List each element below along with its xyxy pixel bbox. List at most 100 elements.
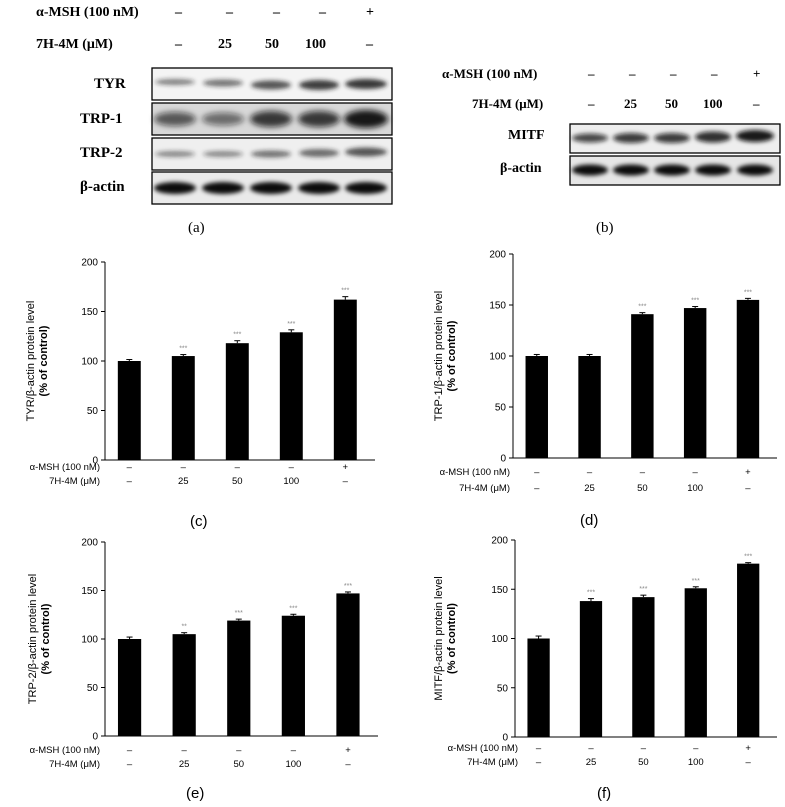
condition-value: + (345, 745, 351, 756)
condition-value: – (289, 462, 295, 473)
significance-marker: *** (587, 590, 595, 597)
bar (527, 638, 550, 737)
bar (172, 634, 196, 736)
condition-label: α-MSH (100 nM) (448, 743, 518, 754)
significance-marker: *** (744, 289, 752, 296)
condition-label: α-MSH (100 nM) (30, 745, 100, 756)
condition-value: 50 (637, 483, 648, 494)
alpha-msh-label: α-MSH (100 nM) (442, 66, 538, 81)
condition-value: 25 (178, 476, 189, 487)
significance-marker: *** (235, 610, 243, 617)
header-value: + (366, 5, 374, 20)
dose-label: 7H-4M (μM) (36, 37, 113, 52)
condition-value: + (745, 467, 751, 478)
caption: (e) (186, 785, 204, 802)
condition-value: – (127, 476, 133, 487)
condition-label: 7H-4M (μM) (459, 483, 510, 494)
significance-marker: *** (179, 346, 187, 353)
condition-value: – (127, 745, 133, 756)
y-tick-label: 200 (491, 536, 508, 547)
header-value: – (273, 5, 280, 20)
y-tick-label: 100 (81, 635, 98, 646)
y-axis-title: TRP-2/β-actin protein level (% of control… (27, 574, 52, 704)
y-tick-label: 0 (502, 733, 508, 744)
y-tick-label: 150 (491, 585, 508, 596)
condition-value: – (534, 483, 540, 494)
condition-value: – (127, 462, 133, 473)
alpha-msh-label: α-MSH (100 nM) (36, 5, 139, 20)
condition-value: – (641, 743, 647, 754)
header-value: 25 (624, 96, 637, 111)
significance-marker: *** (744, 554, 752, 561)
condition-value: 25 (179, 759, 190, 770)
y-axis-title: MITF/β-actin protein level (% of control) (433, 576, 458, 700)
y-tick-label: 0 (92, 456, 98, 467)
header-value: 50 (265, 37, 279, 52)
condition-value: – (181, 462, 187, 473)
significance-marker: *** (289, 605, 297, 612)
bar (281, 615, 305, 736)
condition-label: 7H-4M (μM) (467, 757, 518, 768)
condition-value: – (236, 745, 242, 756)
y-tick-label: 200 (81, 538, 98, 549)
panel-a: α-MSH (100 nM) 7H-4M (μM) – – – – + – 25… (0, 0, 400, 245)
condition-value: 100 (283, 476, 299, 487)
condition-value: 100 (285, 759, 301, 770)
significance-marker: *** (287, 321, 295, 328)
condition-label: α-MSH (100 nM) (440, 467, 510, 478)
y-axis-title-line: TRP-1/β-actin protein level (433, 291, 445, 421)
bar (632, 597, 655, 737)
bar (579, 601, 603, 737)
bar (117, 639, 142, 736)
header-value: – (366, 37, 373, 52)
y-axis-title-line: MITF/β-actin protein level (433, 576, 445, 700)
y-tick-label: 50 (495, 403, 507, 414)
y-tick-label: 0 (500, 454, 506, 465)
condition-value: – (235, 462, 241, 473)
caption: (c) (190, 513, 208, 530)
y-tick-label: 50 (497, 683, 509, 694)
condition-value: 100 (688, 757, 704, 768)
y-tick-label: 150 (81, 307, 98, 318)
condition-value: – (291, 745, 297, 756)
y-tick-label: 100 (81, 357, 98, 368)
y-axis-title: TYR/β-actin protein level (% of control) (25, 301, 50, 422)
condition-value: 50 (232, 476, 243, 487)
condition-value: – (182, 745, 188, 756)
y-axis-title-line: (% of control) (446, 320, 458, 391)
bar (737, 563, 760, 737)
significance-marker: *** (692, 578, 700, 585)
condition-value: – (693, 467, 699, 478)
condition-value: – (745, 483, 751, 494)
blot-image-a (151, 67, 393, 205)
condition-value: – (588, 743, 594, 754)
condition-value: 25 (584, 483, 595, 494)
blot-label-tyr: TYR (94, 76, 126, 92)
significance-marker: *** (344, 583, 352, 590)
bar (225, 343, 249, 460)
header-value: – (753, 96, 760, 111)
y-tick-label: 100 (489, 352, 506, 363)
bar (227, 620, 251, 736)
y-tick-label: 150 (489, 301, 506, 312)
blot-label-trp2: TRP-2 (80, 145, 123, 161)
header-value: 25 (218, 37, 232, 52)
bar (279, 332, 303, 460)
bar (171, 356, 195, 460)
header-value: + (753, 66, 761, 81)
significance-marker: ** (181, 624, 187, 631)
condition-value: – (640, 467, 646, 478)
header-value: – (175, 37, 182, 52)
chart-e: 0 50 100 150 200 TRP-2/β-actin protein level(… (0, 530, 392, 802)
condition-value: + (343, 462, 349, 473)
bar (736, 299, 760, 458)
significance-marker: *** (639, 586, 647, 593)
bar (683, 308, 707, 458)
condition-value: 25 (586, 757, 597, 768)
condition-value: – (345, 759, 351, 770)
condition-value: – (693, 743, 699, 754)
y-tick-label: 200 (81, 258, 98, 269)
header-value: 100 (703, 96, 723, 111)
chart-d: 0 50 100 150 200 TRP-1/β-actin protein level(… (392, 242, 785, 530)
